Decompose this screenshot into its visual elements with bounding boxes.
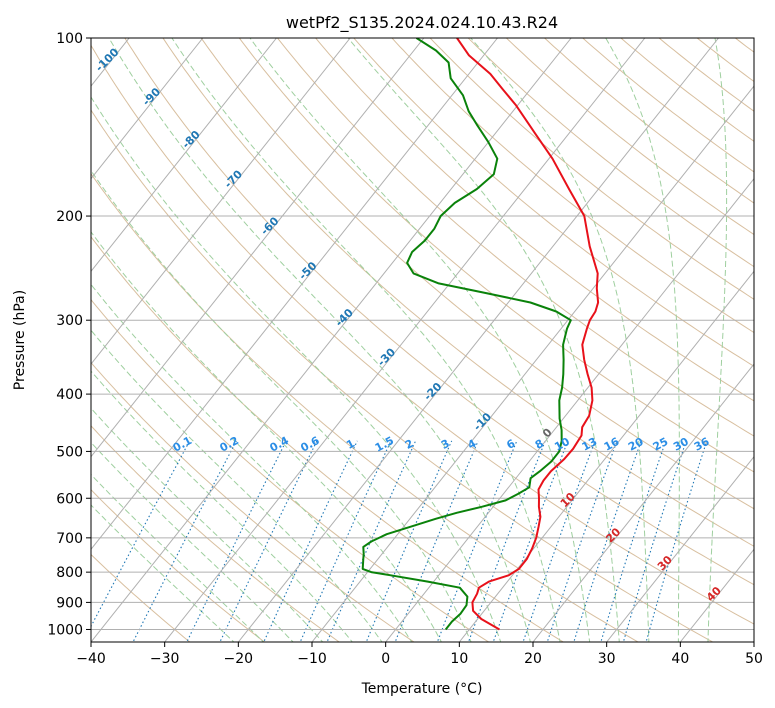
isotherm-line <box>606 455 754 642</box>
isotherm-line <box>385 177 754 642</box>
x-tick-label: −40 <box>76 651 106 667</box>
x-axis-ticks: −40 −30 −20 −10 0 10 20 30 40 50 <box>76 642 763 667</box>
isotherm-line <box>91 38 572 642</box>
mixing-ratio-line <box>645 440 708 642</box>
dry-adiabat-line <box>91 425 341 642</box>
isotherm-line <box>458 270 754 642</box>
temperature-profile-line <box>456 38 600 631</box>
y-tick-label: 100 <box>56 31 83 47</box>
y-tick-label: 700 <box>56 531 83 547</box>
plot-area <box>91 38 754 642</box>
dry-adiabat-line <box>581 38 754 173</box>
moist-adiabat-line <box>347 38 620 642</box>
mixing-ratio-line <box>573 440 642 642</box>
dry-adiabat-line <box>200 38 754 510</box>
plot-frame <box>90 37 755 643</box>
dry-adiabat-line <box>429 38 754 300</box>
y-tick-label: 500 <box>56 444 83 460</box>
x-tick-label: −20 <box>224 651 254 667</box>
mixing-ratio-line <box>600 440 667 642</box>
mixing-ratio-line <box>394 440 479 642</box>
dry-adiabat-line <box>91 488 266 642</box>
isotherm-line <box>91 38 204 180</box>
chart-title: wetPf2_S135.2024.024.10.43.R24 <box>286 13 558 33</box>
isotherm-line <box>237 38 719 642</box>
dry-adiabat-line <box>505 38 754 236</box>
dry-adiabat-line <box>467 38 754 268</box>
x-tick-label: 10 <box>450 651 468 667</box>
dry-adiabat-line <box>91 235 565 642</box>
isotherm-line <box>91 38 277 273</box>
mixing-ratio-line <box>546 440 618 642</box>
mixing-ratio-label: 25 <box>651 435 671 454</box>
mixing-ratio-label: 13 <box>580 435 600 454</box>
x-tick-label: 20 <box>524 651 542 667</box>
mixing-ratio-line <box>91 440 191 628</box>
isotherm-line <box>164 38 646 642</box>
isotherm-line <box>311 85 754 642</box>
dry-adiabat-line <box>91 109 714 642</box>
dry-adiabat-line <box>314 38 754 402</box>
y-tick-label: 800 <box>56 565 83 581</box>
x-tick-label: 50 <box>745 651 763 667</box>
moist-adiabat-line <box>470 38 650 642</box>
moist-adiabat-line <box>707 38 728 642</box>
isotherms <box>91 38 754 642</box>
mixing-ratio-line <box>132 440 237 642</box>
y-tick-label: 600 <box>56 491 83 507</box>
y-tick-label: 1000 <box>47 622 83 638</box>
dry-adiabats <box>91 38 754 642</box>
mixing-ratio-lines <box>91 440 708 642</box>
moist-adiabat-line <box>91 329 383 642</box>
moist-adiabat-line <box>108 38 531 642</box>
dry-adiabat-line <box>543 38 754 204</box>
x-tick-label: 40 <box>671 651 689 667</box>
dry-adiabat-line <box>276 38 754 437</box>
mixing-ratio-line <box>263 440 358 642</box>
x-tick-label: −10 <box>297 651 327 667</box>
x-axis-title: Temperature (°C) <box>361 681 483 697</box>
y-tick-label: 900 <box>56 595 83 611</box>
mixing-ratio-line <box>365 440 453 642</box>
mixing-ratio-label: 20 <box>626 435 646 454</box>
mixing-ratio-label: 10 <box>552 435 572 454</box>
x-tick-label: 0 <box>381 651 390 667</box>
mixing-ratio-label: 36 <box>692 435 712 454</box>
y-axis-title: Pressure (hPa) <box>12 290 28 390</box>
moist-adiabat-line <box>249 38 591 642</box>
dry-adiabat-line <box>91 361 415 642</box>
mixing-ratio-line <box>326 440 417 642</box>
moist-adiabat-line <box>91 283 413 642</box>
dry-adiabat-line <box>353 38 754 367</box>
mixing-ratio-line <box>219 440 318 642</box>
y-tick-label: 200 <box>56 209 83 225</box>
y-tick-label: 300 <box>56 313 83 329</box>
x-tick-label: 30 <box>598 651 616 667</box>
x-tick-label: −30 <box>150 651 180 667</box>
isotherm-line <box>91 38 351 365</box>
profiles <box>361 38 600 631</box>
dry-adiabat-line <box>238 38 754 473</box>
dry-adiabat-line <box>620 38 754 142</box>
dry-adiabat-line <box>162 38 754 547</box>
isotherm-line <box>532 363 754 642</box>
pressure-gridlines <box>91 38 754 630</box>
moist-adiabat-line <box>171 38 561 642</box>
dewpoint-profile-line <box>361 38 572 631</box>
mixing-ratio-label: 30 <box>671 435 691 454</box>
y-axis-ticks: 100 200 300 400 500 600 700 800 900 1000 <box>47 31 91 638</box>
dry-adiabat-line <box>391 38 754 334</box>
isotherm-line <box>91 38 425 458</box>
y-tick-label: 400 <box>56 387 83 403</box>
mixing-ratio-label: 16 <box>602 435 622 454</box>
isotherm-line <box>91 38 498 551</box>
